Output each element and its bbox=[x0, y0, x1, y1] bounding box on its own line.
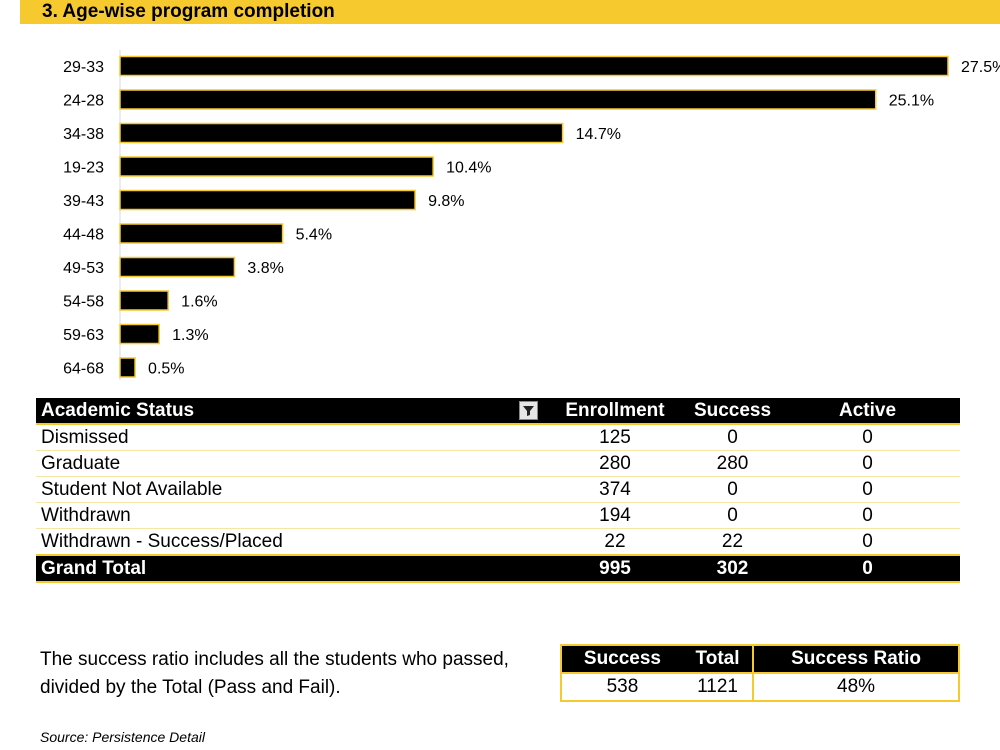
category-label: 44-48 bbox=[63, 227, 104, 244]
status-cell: Dismissed bbox=[36, 424, 540, 451]
category-label: 24-28 bbox=[63, 93, 104, 110]
ratio-header-total: Total bbox=[682, 645, 754, 673]
value-label: 5.4% bbox=[296, 227, 332, 244]
active-cell: 0 bbox=[775, 476, 960, 503]
enrollment-cell: 125 bbox=[540, 424, 690, 451]
success-cell: 280 bbox=[690, 450, 775, 477]
success-cell: 0 bbox=[690, 476, 775, 503]
success-cell: 0 bbox=[690, 424, 775, 451]
filter-icon bbox=[523, 405, 534, 416]
bar bbox=[119, 55, 949, 77]
category-label: 64-68 bbox=[63, 361, 104, 378]
success-cell: 0 bbox=[690, 502, 775, 529]
enrollment-cell: 194 bbox=[540, 502, 690, 529]
status-cell: Student Not Available bbox=[36, 476, 540, 503]
category-label: 54-58 bbox=[63, 294, 104, 311]
category-label: 29-33 bbox=[63, 59, 104, 76]
bar bbox=[119, 357, 136, 378]
status-cell: Withdrawn - Success/Placed bbox=[36, 528, 540, 556]
bar bbox=[119, 290, 169, 311]
value-label: 27.5% bbox=[961, 59, 1000, 76]
value-label: 10.4% bbox=[446, 160, 491, 177]
success-cell: 22 bbox=[690, 528, 775, 556]
enrollment-cell: 22 bbox=[540, 528, 690, 556]
ratio-header-row: Success Total Success Ratio bbox=[561, 645, 959, 673]
table-row: Graduate 280 280 0 bbox=[36, 450, 960, 477]
ratio-success-value: 538 bbox=[561, 672, 683, 701]
category-label: 39-43 bbox=[63, 193, 104, 210]
grand-total-label: Grand Total bbox=[36, 554, 540, 583]
column-header-success: Success bbox=[690, 398, 775, 424]
table-row: Student Not Available 374 0 0 bbox=[36, 476, 960, 503]
status-cell: Withdrawn bbox=[36, 502, 540, 529]
column-header-active: Active bbox=[775, 398, 960, 424]
ratio-header-success: Success bbox=[561, 645, 683, 673]
value-label: 3.8% bbox=[247, 260, 283, 277]
bar bbox=[119, 256, 236, 278]
source-note: Source: Persistence Detail bbox=[40, 729, 205, 745]
bar bbox=[119, 223, 284, 244]
grand-total-row: Grand Total 995 302 0 bbox=[36, 554, 960, 583]
active-cell: 0 bbox=[775, 450, 960, 477]
total-success-cell: 302 bbox=[690, 554, 775, 583]
enrollment-cell: 374 bbox=[540, 476, 690, 503]
ratio-percent-value: 48% bbox=[752, 672, 959, 701]
table-row: Dismissed 125 0 0 bbox=[36, 424, 960, 451]
bar bbox=[119, 323, 160, 345]
value-label: 0.5% bbox=[148, 361, 184, 378]
bar bbox=[119, 189, 416, 211]
table-row: Withdrawn - Success/Placed 22 22 0 bbox=[36, 528, 960, 556]
column-header-academic-status: Academic Status bbox=[36, 398, 513, 424]
status-cell: Graduate bbox=[36, 450, 540, 477]
value-label: 25.1% bbox=[889, 93, 934, 110]
value-label: 1.3% bbox=[172, 327, 208, 344]
success-ratio-table: Success Total Success Ratio 538 1121 48% bbox=[560, 644, 960, 702]
category-label: 49-53 bbox=[63, 260, 104, 277]
bar bbox=[119, 89, 877, 110]
ratio-header-success-ratio: Success Ratio bbox=[752, 645, 959, 673]
category-label: 34-38 bbox=[63, 126, 104, 143]
table-row: Withdrawn 194 0 0 bbox=[36, 502, 960, 529]
filter-dropdown-button[interactable] bbox=[519, 400, 538, 420]
total-enrollment-cell: 995 bbox=[540, 554, 690, 583]
academic-status-table: Academic Status Enrollment Success Activ… bbox=[36, 398, 960, 583]
enrollment-cell: 280 bbox=[540, 450, 690, 477]
section-title: 3. Age-wise program completion bbox=[20, 0, 1000, 24]
category-label: 59-63 bbox=[63, 327, 104, 344]
column-header-enrollment: Enrollment bbox=[540, 398, 690, 424]
success-ratio-note: The success ratio includes all the stude… bbox=[40, 649, 509, 698]
value-label: 1.6% bbox=[181, 294, 217, 311]
value-label: 9.8% bbox=[428, 193, 464, 210]
ratio-value-row: 538 1121 48% bbox=[561, 672, 959, 701]
category-label: 19-23 bbox=[63, 160, 104, 177]
table-header-row: Academic Status Enrollment Success Activ… bbox=[36, 398, 960, 424]
bar bbox=[119, 122, 564, 144]
total-active-cell: 0 bbox=[775, 554, 960, 583]
age-completion-bar-chart: 29-33 27.5% 24-28 25.1% 34-38 14.7% 19-23 10.4%… bbox=[63, 50, 1000, 380]
active-cell: 0 bbox=[775, 424, 960, 451]
bar bbox=[119, 156, 434, 177]
active-cell: 0 bbox=[775, 528, 960, 556]
filter-cell bbox=[513, 398, 540, 424]
value-label: 14.7% bbox=[576, 126, 621, 143]
ratio-total-value: 1121 bbox=[682, 672, 754, 701]
active-cell: 0 bbox=[775, 502, 960, 529]
